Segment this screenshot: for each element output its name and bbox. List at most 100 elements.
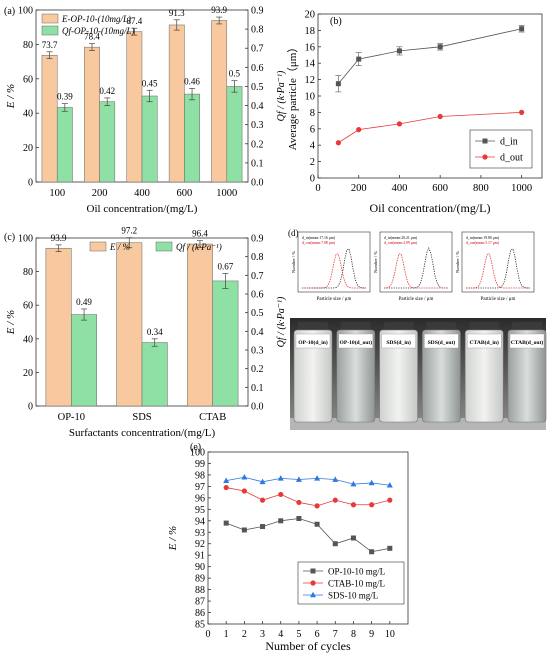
y-tick-label: 18 [305, 26, 316, 37]
data-label: 87.4 [126, 16, 142, 26]
panel-e-ylabel: E / % [167, 526, 179, 551]
y-tick-label-right: 0.9 [251, 6, 264, 17]
psd-legend-din: d_in(mean:20.21 μm) [384, 236, 418, 240]
data-label: 97.2 [121, 226, 137, 236]
data-label: 91.3 [169, 8, 185, 18]
panel-a: 0 20 40 60 80 100 0.0 0.1 0.2 0.3 0.4 0.5 0.6 0.7 0.8 0… [4, 5, 287, 215]
bottle-label [295, 333, 331, 349]
psd-xlabel: Particle size / μm [399, 297, 434, 302]
bar [141, 342, 168, 407]
y-tick-label: 14 [305, 59, 316, 70]
x-tick-label: 600 [177, 188, 193, 199]
data-label: 0.67 [218, 261, 234, 271]
bar [71, 314, 98, 407]
y-tick-label: 12 [305, 75, 316, 86]
bottle-label-text: CTAB(d_in) [469, 339, 499, 346]
bar [84, 46, 100, 183]
x-tick-label: OP-10 [58, 412, 85, 423]
x-tick-label: 400 [392, 183, 408, 194]
bar [99, 101, 116, 183]
data-label: 0.49 [76, 297, 92, 307]
panel-b-ylabel: Average particle（μm） [286, 42, 299, 151]
data-label: 96.4 [192, 229, 208, 239]
legend-marker [310, 568, 316, 574]
x-tick-label: 4 [278, 629, 283, 640]
x-tick-label: 200 [351, 183, 367, 194]
x-tick-label: 1000 [216, 188, 237, 199]
bar [56, 107, 73, 183]
y-tick-label-right: 0.5 [251, 308, 264, 319]
y-tick-label: 4 [310, 141, 316, 152]
data-point [350, 502, 357, 508]
data-point [356, 127, 362, 133]
y-tick-label-right: 0.3 [251, 346, 264, 357]
y-tick-label-left: 40 [23, 334, 33, 345]
data-label: 0.39 [57, 92, 73, 102]
y-tick-label: 6 [310, 124, 315, 135]
y-tick-label: 97 [195, 482, 205, 493]
data-point [278, 518, 284, 524]
data-label: 73.7 [42, 40, 58, 50]
bar [116, 242, 143, 407]
legend-swatch [89, 241, 107, 252]
y-tick-label-right: 0.8 [251, 25, 264, 36]
bar [212, 280, 239, 407]
x-tick-label: 7 [333, 629, 338, 640]
psd-legend-din: d_in(mean:19.80 μm) [466, 236, 500, 240]
panel-b-legend: d_in d_out [469, 129, 533, 169]
x-tick-label: 600 [432, 183, 448, 194]
panel-b-series [335, 25, 525, 146]
x-tick-label: 8 [351, 629, 356, 640]
y-tick-label-left: 0 [28, 178, 33, 189]
y-tick-label: 89 [195, 574, 205, 585]
x-tick-label: 10 [385, 629, 395, 640]
x-tick-label: 0 [315, 183, 320, 194]
legend-label: d_in [500, 137, 518, 148]
y-tick-label-left: 40 [23, 109, 33, 120]
legend-swatch [41, 13, 59, 24]
bottle-label [509, 333, 545, 349]
series-line [338, 28, 522, 84]
bar [126, 31, 143, 183]
data-point [314, 503, 320, 509]
data-point [335, 140, 341, 146]
data-point [387, 545, 393, 551]
x-tick-label: CTAB [199, 412, 226, 423]
legend-label: Qf-OP-10-(10mg/L) [62, 26, 135, 36]
panel-a-letter: (a) [4, 6, 15, 17]
panel-a-bars: 73.7 0.39 78.4 0.42 87.4 0.45 91.3 0.46 93.9 0.5 [41, 5, 243, 183]
data-point [278, 491, 284, 498]
data-label: 93.9 [211, 5, 227, 15]
data-point [332, 497, 338, 503]
bottle-label [381, 333, 416, 349]
data-point [519, 109, 525, 115]
panel-e-series [223, 474, 393, 555]
data-label: 0.42 [99, 86, 115, 96]
y-tick-label: 91 [195, 551, 205, 562]
data-point [223, 520, 229, 526]
y-tick-label-left: 80 [23, 267, 33, 278]
y-tick-label-right: 0.0 [251, 402, 264, 413]
y-tick-label-right: 0.8 [251, 252, 264, 263]
psd-ylabel: Number / % [291, 251, 296, 273]
legend-label: E-OP-10-(10mg/L) [61, 14, 131, 24]
x-tick-label: 2 [242, 629, 247, 640]
y-tick-label: 88 [195, 585, 205, 596]
y-tick-label-left: 0 [28, 402, 33, 413]
data-label: 0.34 [147, 327, 163, 337]
data-point [396, 48, 402, 54]
legend-marker [310, 580, 316, 586]
panel-c-bars: 93.9 0.49 97.2 0.34 96.4 0.67 [45, 226, 239, 407]
psd-ylabel: Number / % [455, 251, 460, 273]
x-tick-label: 1000 [511, 183, 532, 194]
bar [211, 20, 228, 183]
y-tick-label-left: 60 [23, 74, 33, 85]
panel-e-frame [207, 451, 409, 625]
bottle-label-text: CTAB(d_out) [511, 339, 544, 346]
panel-a-ylabel-left: E / % [5, 84, 17, 109]
panel-c-ylabel-right: Qf / (k·Pa⁻¹) [276, 296, 287, 347]
legend-swatch [41, 25, 59, 36]
